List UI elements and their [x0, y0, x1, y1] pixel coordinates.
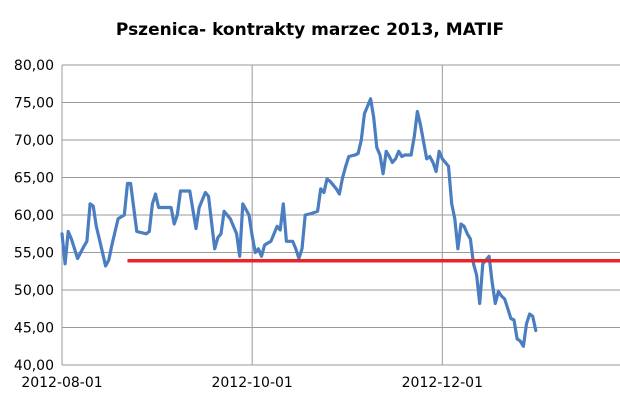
y-tick-label: 50,00 [14, 283, 54, 299]
y-tick-label: 55,00 [14, 246, 54, 262]
y-tick-label: 80,00 [14, 58, 54, 74]
y-tick-label: 40,00 [14, 358, 54, 374]
series-points [61, 98, 536, 347]
y-tick-label: 60,00 [14, 208, 54, 224]
x-tick-label: 2012-10-01 [211, 375, 292, 391]
y-tick-label: 70,00 [14, 133, 54, 149]
x-axis-tick-labels: 2012-08-01 2012-10-01 2012-12-01 [21, 375, 483, 391]
series-layer [60, 97, 538, 348]
y-tick-label: 65,00 [14, 171, 54, 187]
y-axis-tick-labels: 40,00 45,00 50,00 55,00 60,00 65,00 70,00 75,00… [14, 58, 54, 374]
y-tick-label: 45,00 [14, 321, 54, 337]
x-tick-label: 2012-12-01 [402, 375, 483, 391]
gridlines [61, 64, 620, 366]
chart-title: Pszenica- kontrakty marzec 2013, MATIF [116, 20, 504, 40]
y-tick-label: 75,00 [14, 96, 54, 112]
x-tick-label: 2012-08-01 [21, 375, 102, 391]
series-line-0 [60, 97, 538, 348]
